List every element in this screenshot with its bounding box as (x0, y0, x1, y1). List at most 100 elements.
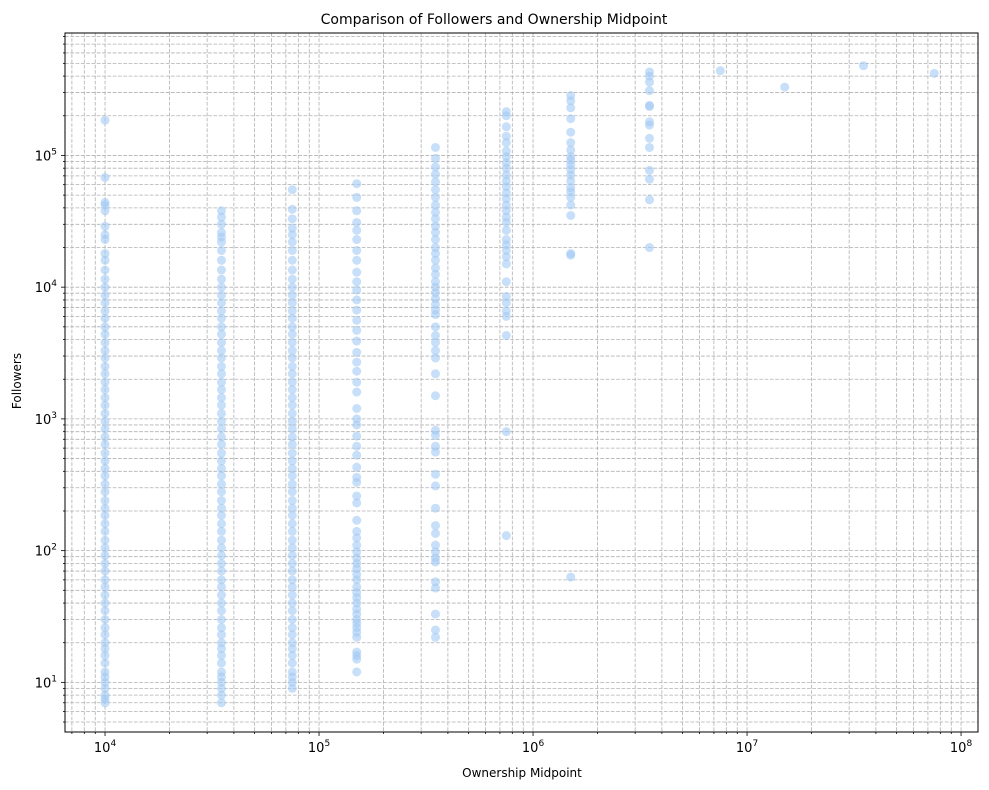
scatter-point (287, 265, 297, 275)
scatter-point (566, 138, 576, 148)
scatter-point (287, 400, 297, 410)
scatter-point (100, 249, 110, 259)
grid-layer (65, 33, 978, 732)
scatter-point (352, 553, 362, 563)
scatter-point (287, 526, 297, 536)
scatter-point (100, 471, 110, 481)
x-tick-label: 108 (950, 739, 973, 756)
scatter-point (100, 503, 110, 513)
scatter-point (352, 336, 362, 346)
scatter-point (287, 353, 297, 363)
scatter-point (100, 582, 110, 592)
scatter-point (100, 487, 110, 497)
scatter-point (501, 200, 511, 210)
scatter-point (216, 346, 226, 356)
scatter-point (430, 425, 440, 435)
scatter-point (430, 185, 440, 195)
scatter-point (216, 353, 226, 363)
scatter-point (100, 322, 110, 332)
scatter-point (216, 400, 226, 410)
scatter-point (644, 195, 654, 205)
scatter-point (352, 206, 362, 216)
scatter-point (287, 575, 297, 585)
scatter-point (430, 192, 440, 202)
scatter-point (287, 306, 297, 316)
scatter-point (100, 377, 110, 387)
scatter-point (430, 162, 440, 172)
scatter-point (216, 503, 226, 513)
scatter-point (430, 503, 440, 513)
scatter-point (216, 630, 226, 640)
scatter-point (430, 263, 440, 273)
scatter-point (430, 609, 440, 619)
scatter-point (287, 290, 297, 300)
scatter-point (216, 385, 226, 395)
scatter-point (430, 441, 440, 451)
scatter-point (100, 464, 110, 474)
scatter-point (352, 277, 362, 287)
scatter-point (100, 543, 110, 553)
scatter-point (501, 158, 511, 168)
scatter-point (501, 188, 511, 198)
scatter-point (216, 306, 226, 316)
scatter-point (287, 558, 297, 568)
scatter-point (216, 290, 226, 300)
scatter-point (287, 338, 297, 348)
scatter-point (100, 313, 110, 323)
x-axis-label: Ownership Midpoint (462, 766, 582, 780)
y-axis-label: Followers (10, 353, 24, 409)
scatter-point (430, 632, 440, 642)
scatter-point (501, 330, 511, 340)
scatter-point (430, 330, 440, 340)
scatter-point (287, 510, 297, 520)
scatter-point (287, 223, 297, 233)
scatter-point (287, 448, 297, 458)
scatter-point (352, 387, 362, 397)
scatter-point (100, 566, 110, 576)
scatter-point (100, 172, 110, 182)
scatter-point (430, 338, 440, 348)
scatter-point (430, 207, 440, 217)
scatter-point (780, 82, 790, 92)
scatter-point (100, 282, 110, 292)
scatter-point (430, 391, 440, 401)
scatter-point (216, 510, 226, 520)
scatter-point (100, 424, 110, 434)
y-tick-label: 101 (35, 674, 57, 691)
scatter-point (216, 329, 226, 339)
scatter-point (100, 479, 110, 489)
scatter-point (216, 519, 226, 529)
scatter-point (501, 131, 511, 141)
scatter-point (352, 667, 362, 677)
scatter-point (216, 424, 226, 434)
scatter-point (216, 464, 226, 474)
scatter-point (216, 471, 226, 481)
scatter-point (352, 491, 362, 501)
scatter-point (216, 448, 226, 458)
scatter-point (352, 472, 362, 482)
scatter-point (287, 214, 297, 224)
scatter-point (352, 515, 362, 525)
scatter-point (501, 252, 511, 262)
scatter-point (100, 526, 110, 536)
scatter-point (501, 291, 511, 301)
scatter-point (100, 274, 110, 284)
scatter-point (100, 630, 110, 640)
scatter-point (352, 245, 362, 255)
scatter-point (216, 526, 226, 536)
scatter-point (216, 369, 226, 379)
scatter-point (352, 255, 362, 265)
scatter-point (501, 122, 511, 132)
scatter-point (715, 66, 725, 76)
scatter-point (100, 496, 110, 506)
scatter-point (216, 416, 226, 426)
scatter-point (100, 623, 110, 633)
scatter-point (501, 306, 511, 316)
scatter-point (100, 575, 110, 585)
scatter-point (352, 192, 362, 202)
scatter-point (100, 298, 110, 308)
scatter-point (100, 416, 110, 426)
scatter-point (566, 127, 576, 137)
scatter-point (352, 217, 362, 227)
scatter-point (352, 347, 362, 357)
